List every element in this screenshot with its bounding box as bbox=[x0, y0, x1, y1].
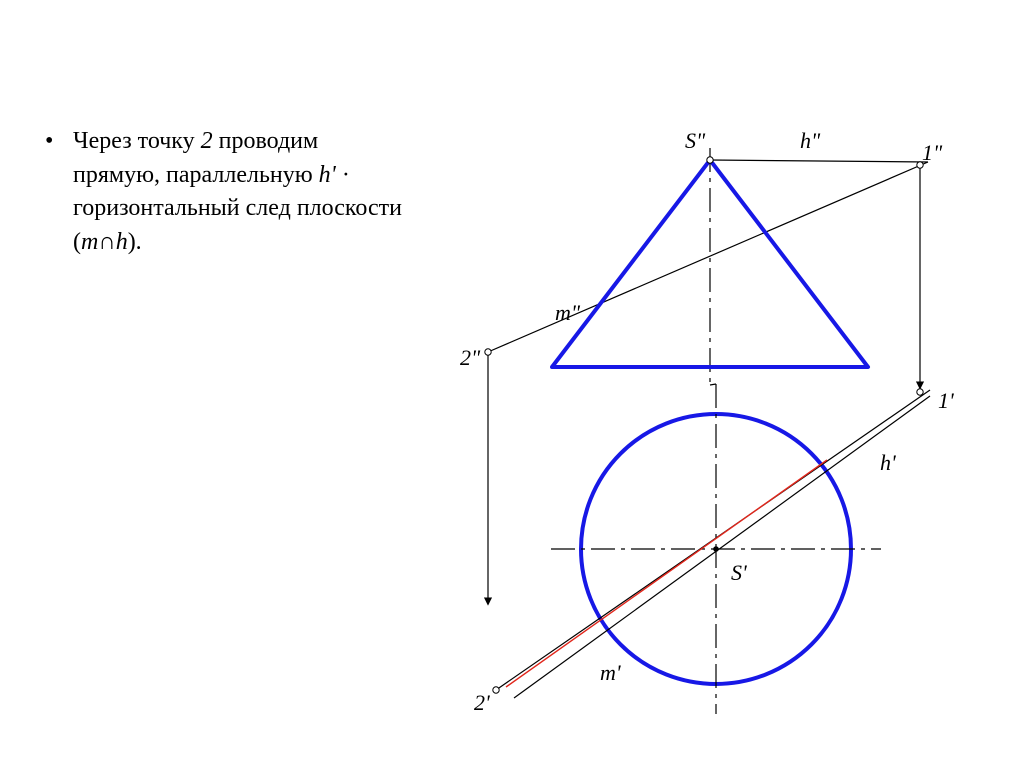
bullet-body: Через точку 2 проводим прямую, параллель… bbox=[73, 125, 405, 259]
label-p1_1: 1' bbox=[938, 388, 954, 413]
bullet-text: • Через точку 2 проводим прямую, паралле… bbox=[45, 125, 405, 259]
label-h2: h" bbox=[800, 130, 821, 153]
label-h1: h' bbox=[880, 450, 896, 475]
descriptive-geometry-diagram: S" h" 1" m" 2" 1' h' S' m' 2' bbox=[460, 130, 1000, 750]
label-S1: S' bbox=[731, 560, 747, 585]
label-p2_1: 2' bbox=[474, 690, 490, 715]
label-S2: S" bbox=[685, 130, 706, 153]
label-p2_2: 2" bbox=[460, 345, 481, 370]
label-m2: m" bbox=[555, 300, 581, 325]
diagram-svg: S" h" 1" m" 2" 1' h' S' m' 2' bbox=[460, 130, 1000, 750]
label-m1: m' bbox=[600, 660, 621, 685]
bullet-marker: • bbox=[45, 125, 53, 159]
label-p1_2: 1" bbox=[922, 140, 943, 165]
